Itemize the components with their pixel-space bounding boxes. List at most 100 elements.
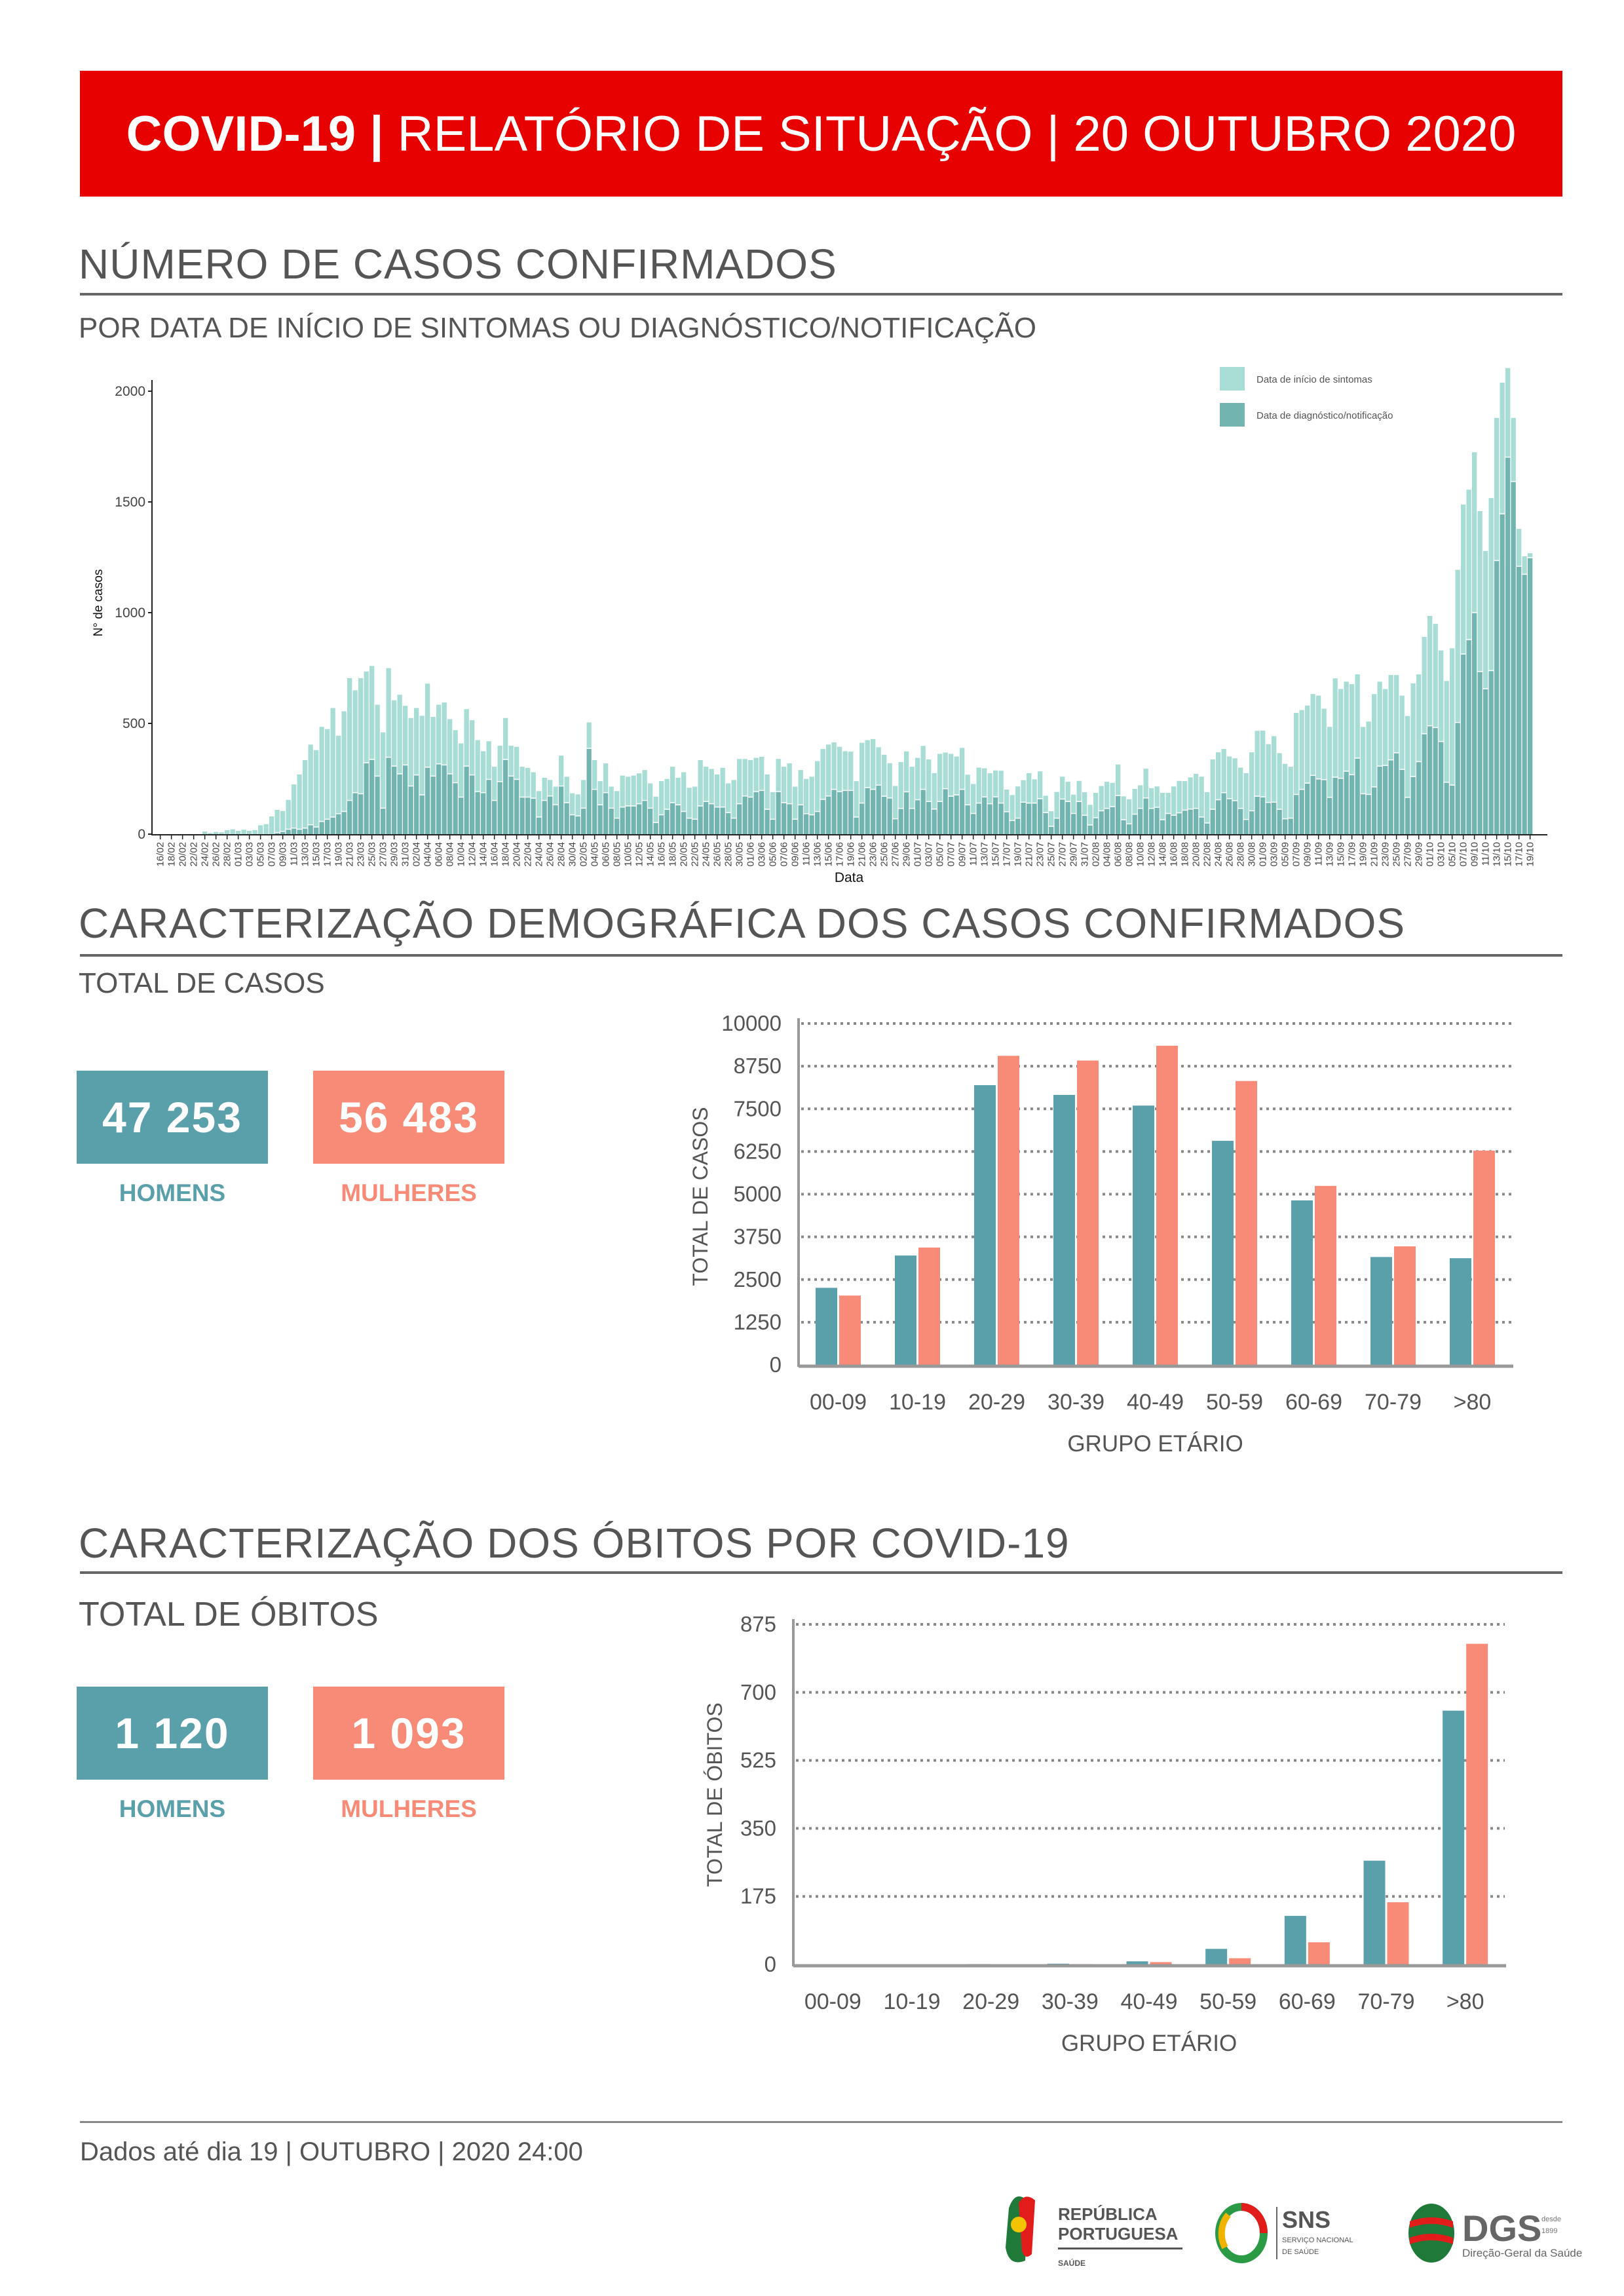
bar-sintomas — [1116, 764, 1121, 795]
logo-text: SAÚDE — [1058, 2258, 1086, 2268]
bar-diagnostico — [325, 820, 330, 834]
bar-diagnostico — [1427, 726, 1433, 834]
x-tick-label: 15/03 — [311, 842, 322, 867]
x-tick-label: 29/06 — [901, 842, 913, 867]
y-tick-label: 875 — [740, 1612, 776, 1636]
bar-sintomas — [364, 671, 369, 763]
bar-sintomas — [854, 781, 859, 817]
bar-sintomas — [1321, 708, 1327, 780]
bar-diagnostico — [1065, 801, 1070, 834]
bar-sintomas — [1216, 752, 1221, 799]
bar-sintomas — [659, 781, 664, 814]
x-tick-label: 60-69 — [1279, 1989, 1336, 2014]
bar-diagnostico — [1372, 787, 1377, 834]
bar-diagnostico — [519, 797, 525, 834]
x-tick-label: 07/03 — [267, 842, 278, 867]
bar-diagnostico — [731, 818, 736, 834]
x-tick-label: 30-39 — [1042, 1989, 1099, 2014]
bar-diagnostico — [742, 796, 747, 834]
x-tick-label: 25/06 — [879, 842, 890, 867]
logo-text: DGS — [1462, 2208, 1541, 2249]
bar-sintomas — [1227, 756, 1232, 799]
bar-women-70-79 — [1394, 1246, 1416, 1365]
women-deaths-label: MULHERES — [341, 1795, 477, 1822]
title-covid: COVID-19 | — [126, 105, 384, 162]
x-tick-label: 24/05 — [701, 842, 712, 867]
bar-sintomas — [842, 751, 848, 790]
bar-diagnostico — [375, 776, 380, 834]
logo-text: PORTUGUESA — [1058, 2224, 1179, 2244]
bar-diagnostico — [531, 798, 536, 834]
bar-sintomas — [292, 784, 297, 828]
y-tick-label: 0 — [765, 1952, 776, 1976]
bar-sintomas — [804, 778, 809, 814]
x-tick-label: 03/09 — [1269, 842, 1280, 867]
bar-men-60-69 — [1291, 1200, 1313, 1365]
bar-diagnostico — [286, 830, 291, 834]
bar-diagnostico — [1165, 814, 1171, 834]
bar-diagnostico — [603, 793, 609, 834]
bar-sintomas — [492, 767, 497, 800]
x-tick-label: 18/05 — [668, 842, 679, 867]
x-tick-label: 40-49 — [1121, 1989, 1178, 2014]
bar-diagnostico — [564, 803, 569, 834]
y-tick-label: 2500 — [734, 1267, 782, 1292]
x-tick-label: 22/05 — [690, 842, 701, 867]
bar-sintomas — [998, 771, 1004, 803]
bar-sintomas — [1076, 780, 1082, 801]
bar-diagnostico — [1494, 561, 1500, 834]
bar-sintomas — [330, 708, 335, 817]
bar-diagnostico — [898, 809, 903, 834]
x-tick-label: 24/08 — [1213, 842, 1224, 867]
bar-sintomas — [597, 781, 603, 805]
bar-diagnostico — [681, 812, 687, 834]
x-tick-label: 09/10 — [1469, 842, 1481, 867]
bar-diagnostico — [865, 788, 870, 834]
x-tick-label: 16/02 — [155, 842, 166, 867]
bar-diagnostico — [1405, 797, 1410, 834]
bar-sintomas — [987, 773, 992, 803]
x-tick-label: 16/05 — [656, 842, 668, 867]
bar-women-50-59 — [1229, 1958, 1251, 1964]
x-tick-label: 16/04 — [489, 842, 500, 867]
x-tick-label: 14/04 — [478, 842, 489, 867]
bar-sintomas — [464, 709, 469, 766]
bar-sintomas — [831, 742, 837, 789]
x-tick-label: 13/03 — [300, 842, 311, 867]
bar-diagnostico — [1249, 811, 1255, 834]
logo-text: Direção-Geral da Saúde — [1462, 2247, 1582, 2259]
bar-diagnostico — [570, 815, 575, 834]
x-tick-label: 06/05 — [601, 842, 612, 867]
bar-diagnostico — [1288, 818, 1293, 834]
bar-diagnostico — [1015, 818, 1021, 834]
x-tick-label: 17/10 — [1514, 842, 1525, 867]
bar-sintomas — [815, 761, 820, 811]
bar-sintomas — [965, 775, 970, 805]
bar-diagnostico — [514, 780, 519, 834]
bar-sintomas — [208, 833, 213, 834]
bar-diagnostico — [971, 814, 976, 834]
bar-diagnostico — [926, 801, 932, 834]
bar-diagnostico — [943, 789, 948, 834]
x-axis-title: GRUPO ETÁRIO — [1061, 2031, 1237, 2056]
bar-sintomas — [403, 706, 408, 765]
bar-diagnostico — [1010, 821, 1015, 834]
bar-women-40-49 — [1156, 1045, 1178, 1365]
bar-women-60-69 — [1308, 1942, 1330, 1964]
bar-diagnostico — [1054, 818, 1059, 834]
x-tick-label: 05/03 — [255, 842, 267, 867]
bar-sintomas — [314, 750, 319, 827]
bar-sintomas — [559, 756, 564, 786]
bar-sintomas — [352, 690, 358, 792]
bar-sintomas — [336, 735, 341, 814]
bar-diagnostico — [1160, 820, 1165, 834]
section-subtitle-cases: POR DATA DE INÍCIO DE SINTOMAS OU DIAGNÓ… — [79, 312, 1036, 344]
x-tick-label: 29/09 — [1414, 842, 1425, 867]
bar-diagnostico — [1205, 823, 1210, 834]
bar-diagnostico — [592, 790, 597, 834]
bar-sintomas — [1511, 417, 1516, 482]
x-tick-label: 70-79 — [1358, 1989, 1415, 2014]
bar-sintomas — [486, 741, 491, 779]
bar-diagnostico — [581, 809, 586, 834]
bar-sintomas — [397, 695, 402, 774]
